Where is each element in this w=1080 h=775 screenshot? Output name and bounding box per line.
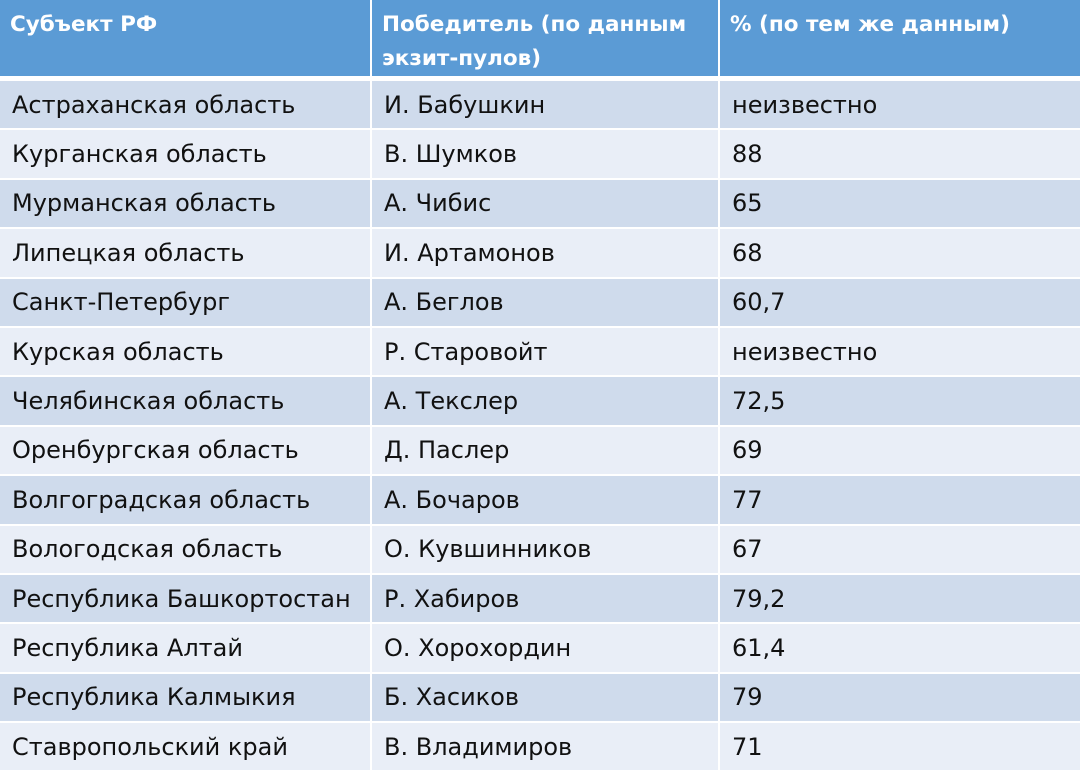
table-body: Астраханская область И. Бабушкин неизвестн… xyxy=(0,81,1080,773)
cell-winner: В. Шумков xyxy=(372,130,720,180)
cell-region: Республика Башкортостан xyxy=(0,574,372,625)
header-percent: % (по тем же данным) xyxy=(720,0,1080,81)
cell-region: Астраханская область xyxy=(0,81,372,131)
cell-winner: Р. Старовойт xyxy=(372,327,720,378)
cell-percent: 71 xyxy=(720,723,1080,773)
cell-percent: 67 xyxy=(720,525,1080,575)
cell-winner: О. Кувшинников xyxy=(372,525,720,575)
table-row: Санкт-Петербург А. Беглов 60,7 xyxy=(0,278,1080,328)
table-row: Астраханская область И. Бабушкин неизвестн… xyxy=(0,81,1080,131)
cell-winner: В. Владимиров xyxy=(372,723,720,773)
cell-region: Курганская область xyxy=(0,130,372,180)
cell-region: Волгоградская область xyxy=(0,476,372,526)
cell-region: Ставропольский край xyxy=(0,723,372,773)
cell-winner: А. Беглов xyxy=(372,278,720,328)
cell-region: Республика Калмыкия xyxy=(0,673,372,724)
cell-percent: 88 xyxy=(720,130,1080,180)
cell-region: Мурманская область xyxy=(0,179,372,230)
cell-region: Санкт-Петербург xyxy=(0,278,372,328)
table-row: Ставропольский край В. Владимиров 71 xyxy=(0,723,1080,773)
cell-winner: Б. Хасиков xyxy=(372,673,720,724)
cell-percent: 69 xyxy=(720,426,1080,477)
cell-winner: О. Хорохордин xyxy=(372,624,720,674)
cell-winner: И. Артамонов xyxy=(372,229,720,279)
table-row: Волгоградская область А. Бочаров 77 xyxy=(0,476,1080,526)
table-row: Челябинская область А. Текслер 72,5 xyxy=(0,377,1080,427)
header-winner: Победитель (по данным экзит-пулов) xyxy=(372,0,720,81)
cell-percent: неизвестно xyxy=(720,327,1080,378)
cell-percent: 68 xyxy=(720,229,1080,279)
table-row: Липецкая область И. Артамонов 68 xyxy=(0,229,1080,279)
table-row: Курганская область В. Шумков 88 xyxy=(0,130,1080,180)
cell-percent: 65 xyxy=(720,179,1080,230)
cell-region: Оренбургская область xyxy=(0,426,372,477)
table-row: Республика Алтай О. Хорохордин 61,4 xyxy=(0,624,1080,674)
cell-region: Липецкая область xyxy=(0,229,372,279)
cell-region: Челябинская область xyxy=(0,377,372,427)
table-row: Курская область Р. Старовойт неизвестно xyxy=(0,327,1080,378)
cell-percent: 60,7 xyxy=(720,278,1080,328)
cell-percent: 79 xyxy=(720,673,1080,724)
header-region: Субъект РФ xyxy=(0,0,372,81)
cell-percent: 79,2 xyxy=(720,574,1080,625)
cell-winner: И. Бабушкин xyxy=(372,81,720,131)
cell-winner: А. Чибис xyxy=(372,179,720,230)
cell-percent: 72,5 xyxy=(720,377,1080,427)
table-row: Оренбургская область Д. Паслер 69 xyxy=(0,426,1080,477)
cell-region: Вологодская область xyxy=(0,525,372,575)
cell-winner: Д. Паслер xyxy=(372,426,720,477)
cell-percent: 77 xyxy=(720,476,1080,526)
cell-region: Курская область xyxy=(0,327,372,378)
cell-winner: Р. Хабиров xyxy=(372,574,720,625)
table-row: Мурманская область А. Чибис 65 xyxy=(0,179,1080,230)
table-row: Республика Калмыкия Б. Хасиков 79 xyxy=(0,673,1080,724)
cell-percent: 61,4 xyxy=(720,624,1080,674)
table-header: Субъект РФ Победитель (по данным экзит-п… xyxy=(0,0,1080,81)
cell-percent: неизвестно xyxy=(720,81,1080,131)
cell-winner: А. Бочаров xyxy=(372,476,720,526)
header-row: Субъект РФ Победитель (по данным экзит-п… xyxy=(0,0,1080,81)
table-row: Республика Башкортостан Р. Хабиров 79,2 xyxy=(0,574,1080,625)
cell-region: Республика Алтай xyxy=(0,624,372,674)
table-row: Вологодская область О. Кувшинников 67 xyxy=(0,525,1080,575)
cell-winner: А. Текслер xyxy=(372,377,720,427)
